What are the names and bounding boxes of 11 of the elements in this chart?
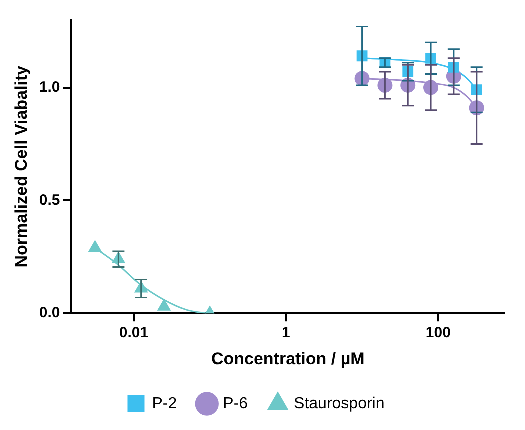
y-tick-label: 1.0 <box>39 78 60 96</box>
x-tick-label: 100 <box>426 324 451 342</box>
legend-label: P-6 <box>223 395 248 412</box>
x-tick-label: 0.01 <box>119 324 149 342</box>
legend-label: P-2 <box>152 395 178 412</box>
x-axis-title: Concentration / µM <box>211 349 365 368</box>
y-axis-title: Normalized Cell Viabality <box>12 65 31 268</box>
legend-label: Staurosporin <box>294 395 385 412</box>
y-tick-label: 0.0 <box>39 304 60 322</box>
x-tick-label: 1 <box>282 324 290 342</box>
y-tick-label: 0.5 <box>39 192 60 209</box>
